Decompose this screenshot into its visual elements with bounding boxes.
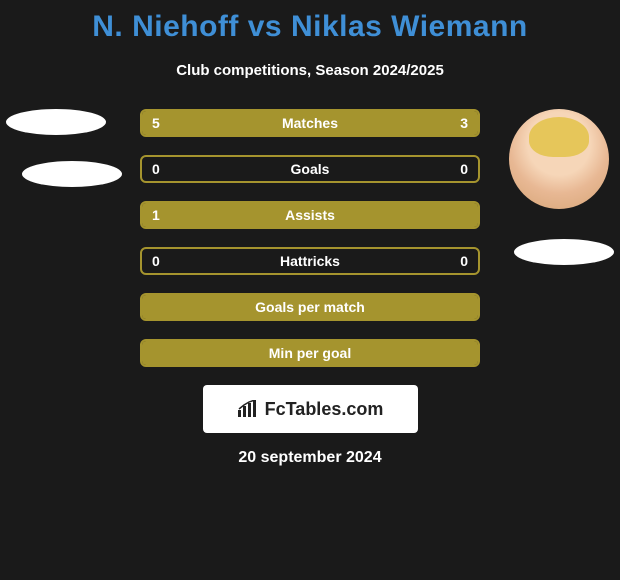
stat-row: 53Matches [140,109,480,137]
player-left-placeholder-2 [22,161,122,187]
stat-label: Hattricks [142,249,478,273]
stat-bars: 53Matches 00Goals 1Assists 00Hattricks Goals… [140,109,480,367]
stat-row: 00Goals [140,155,480,183]
comparison-date: 20 september 2024 [0,449,620,467]
logo-text: FcTables.com [265,399,384,420]
stat-label: Min per goal [142,341,478,365]
player-left-placeholder-1 [6,109,106,135]
stat-label: Matches [142,111,478,135]
player-right-placeholder [514,239,614,265]
fctables-logo: FcTables.com [203,385,418,433]
player-right-avatar [504,109,614,219]
chart-icon [237,400,259,418]
stat-label: Goals per match [142,295,478,319]
stat-row: 00Hattricks [140,247,480,275]
comparison-content: 53Matches 00Goals 1Assists 00Hattricks Goals… [0,109,620,467]
stat-row: Goals per match [140,293,480,321]
stat-label: Goals [142,157,478,181]
stat-row: 1Assists [140,201,480,229]
stat-label: Assists [142,203,478,227]
comparison-subtitle: Club competitions, Season 2024/2025 [0,62,620,79]
comparison-title: N. Niehoff vs Niklas Wiemann [0,0,620,44]
stat-row: Min per goal [140,339,480,367]
